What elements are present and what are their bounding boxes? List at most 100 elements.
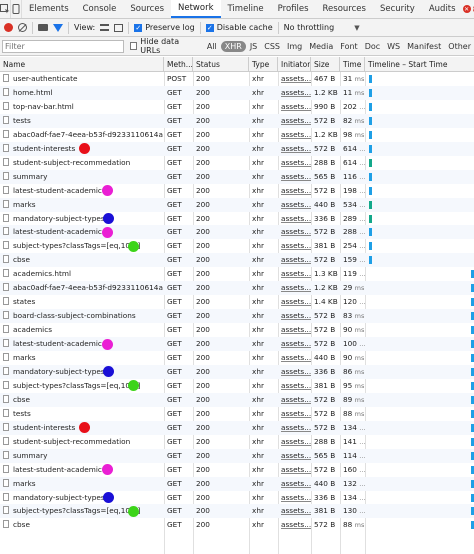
- filter-type-media[interactable]: Media: [309, 41, 334, 51]
- filter-type-css[interactable]: CSS: [264, 41, 280, 51]
- request-name[interactable]: latest-student-academic: [0, 225, 164, 239]
- table-row[interactable]: latest-student-academic GET 200 xhr assets..…: [0, 225, 474, 240]
- request-name[interactable]: latest-student-academic: [0, 463, 164, 477]
- request-initiator-link[interactable]: assets...: [281, 394, 311, 404]
- request-initiator-link[interactable]: assets...: [281, 380, 311, 390]
- request-name[interactable]: student-subject-recommedation: [0, 435, 164, 449]
- filter-type-other[interactable]: Other: [448, 41, 471, 51]
- request-name[interactable]: cbse: [0, 253, 164, 267]
- table-row[interactable]: mandatory-subject-types GET 200 xhr assets..…: [0, 364, 474, 379]
- error-counter[interactable]: ✕ 8: [462, 5, 474, 14]
- device-toggle-button[interactable]: [11, 0, 22, 18]
- filter-type-doc[interactable]: Doc: [364, 41, 381, 51]
- request-name[interactable]: cbse: [0, 393, 164, 407]
- table-row[interactable]: home.html GET 200 xhr assets... 1.2 KB 11 ms: [0, 85, 474, 100]
- request-initiator-link[interactable]: assets...: [281, 339, 311, 349]
- preserve-log-checkbox[interactable]: ✓ Preserve log: [134, 23, 195, 32]
- table-row[interactable]: academics.html GET 200 xhr assets... 1.3 KB 11…: [0, 267, 474, 281]
- filter-type-ws[interactable]: WS: [387, 41, 401, 51]
- request-initiator-link[interactable]: assets...: [281, 492, 311, 502]
- tab-network[interactable]: Network: [171, 0, 221, 18]
- request-initiator-link[interactable]: assets...: [281, 101, 311, 111]
- table-row[interactable]: mandatory-subject-types GET 200 xhr assets..…: [0, 491, 474, 505]
- request-initiator-link[interactable]: assets...: [281, 213, 311, 223]
- tab-elements[interactable]: Elements: [29, 4, 69, 14]
- capture-screenshots-icon[interactable]: [38, 24, 48, 31]
- table-row[interactable]: marks GET 200 xhr assets... 440 B 534 ...: [0, 197, 474, 212]
- throttling-select[interactable]: No throttling ▼: [284, 23, 360, 32]
- table-row[interactable]: marks GET 200 xhr assets... 440 B 132 ...: [0, 476, 474, 491]
- request-initiator-link[interactable]: assets...: [281, 115, 311, 125]
- request-name[interactable]: mandatory-subject-types: [0, 212, 164, 226]
- request-initiator-link[interactable]: assets...: [281, 311, 311, 321]
- column-header-size[interactable]: Size: [311, 57, 340, 72]
- tab-profiles[interactable]: Profiles: [277, 4, 309, 14]
- request-initiator-link[interactable]: assets...: [281, 520, 311, 530]
- request-initiator-link[interactable]: assets...: [281, 408, 311, 418]
- large-rows-icon[interactable]: [100, 24, 110, 31]
- table-row[interactable]: latest-student-academic GET 200 xhr assets..…: [0, 337, 474, 352]
- column-header-timeline[interactable]: Timeline – Start Time: [368, 60, 448, 69]
- filter-type-img[interactable]: Img: [287, 41, 303, 51]
- request-initiator-link[interactable]: assets...: [281, 255, 311, 265]
- table-row[interactable]: marks GET 200 xhr assets... 440 B 90 ms: [0, 351, 474, 365]
- table-row[interactable]: academics GET 200 xhr assets... 572 B 90 ms: [0, 323, 474, 337]
- filter-type-manifest[interactable]: Manifest: [407, 41, 442, 51]
- table-row[interactable]: subject-types?classTags=[eq,10th] GET 200 x…: [0, 504, 474, 519]
- request-name[interactable]: subject-types?classTags=[eq,10th]: [0, 379, 164, 393]
- request-initiator-link[interactable]: assets...: [281, 185, 311, 195]
- table-row[interactable]: subject-types?classTags=[eq,10th] GET 200 x…: [0, 239, 474, 253]
- request-initiator-link[interactable]: assets...: [281, 478, 311, 488]
- request-name[interactable]: mandatory-subject-types: [0, 491, 164, 505]
- filter-type-all[interactable]: All: [206, 41, 217, 51]
- filter-input[interactable]: [2, 39, 124, 53]
- table-row[interactable]: summary GET 200 xhr assets... 565 B 116 ...: [0, 169, 474, 184]
- table-row[interactable]: subject-types?classTags=[eq,10th] GET 200 x…: [0, 379, 474, 393]
- column-header-time[interactable]: Time: [340, 57, 365, 72]
- request-name[interactable]: student-interests: [0, 421, 164, 435]
- request-name[interactable]: marks: [0, 351, 164, 365]
- request-name[interactable]: board-class-subject-combinations: [0, 309, 164, 323]
- request-name[interactable]: abac0adf-fae7-4eea-b53f-d9233110614a: [0, 281, 164, 295]
- request-initiator-link[interactable]: assets...: [281, 353, 311, 362]
- column-header-method[interactable]: Meth...: [164, 57, 193, 72]
- request-initiator-link[interactable]: assets...: [281, 74, 311, 83]
- tab-timeline[interactable]: Timeline: [227, 4, 264, 14]
- request-initiator-link[interactable]: assets...: [281, 87, 311, 97]
- column-header-type[interactable]: Type: [249, 57, 278, 72]
- request-name[interactable]: academics.html: [0, 267, 164, 281]
- request-name[interactable]: states: [0, 295, 164, 309]
- request-name[interactable]: home.html: [0, 86, 164, 100]
- column-header-status[interactable]: Status: [193, 57, 249, 72]
- table-row[interactable]: student-interests GET 200 xhr assets... 572 B…: [0, 420, 474, 435]
- request-name[interactable]: academics: [0, 323, 164, 337]
- request-name[interactable]: summary: [0, 170, 164, 184]
- table-row[interactable]: top-nav-bar.html GET 200 xhr assets... 990 B 2…: [0, 100, 474, 114]
- request-initiator-link[interactable]: assets...: [281, 325, 311, 335]
- request-name[interactable]: student-interests: [0, 142, 164, 156]
- request-initiator-link[interactable]: assets...: [281, 241, 311, 251]
- request-initiator-link[interactable]: assets...: [281, 269, 311, 279]
- table-row[interactable]: states GET 200 xhr assets... 1.4 KB 120 ...: [0, 295, 474, 309]
- request-name[interactable]: latest-student-academic: [0, 184, 164, 198]
- request-name[interactable]: subject-types?classTags=[eq,10th]: [0, 239, 164, 253]
- table-row[interactable]: abac0adf-fae7-4eea-b53f-d9233110614a GET 2…: [0, 281, 474, 296]
- request-initiator-link[interactable]: assets...: [281, 227, 311, 237]
- request-name[interactable]: top-nav-bar.html: [0, 100, 164, 114]
- request-initiator-link[interactable]: assets...: [281, 283, 311, 293]
- record-button[interactable]: [4, 23, 13, 32]
- filter-icon[interactable]: [53, 23, 63, 32]
- request-initiator-link[interactable]: assets...: [281, 464, 311, 474]
- request-initiator-link[interactable]: assets...: [281, 143, 311, 153]
- tab-audits[interactable]: Audits: [428, 4, 456, 14]
- request-initiator-link[interactable]: assets...: [281, 199, 311, 209]
- clear-button[interactable]: [18, 23, 27, 32]
- column-header-name[interactable]: Name: [0, 57, 164, 72]
- request-initiator-link[interactable]: assets...: [281, 450, 311, 460]
- request-name[interactable]: student-subject-recommedation: [0, 156, 164, 170]
- table-row[interactable]: tests GET 200 xhr assets... 572 B 82 ms: [0, 113, 474, 128]
- tab-resources[interactable]: Resources: [322, 4, 366, 14]
- column-header-initiator[interactable]: Initiator: [278, 57, 311, 72]
- table-row[interactable]: student-interests GET 200 xhr assets... 572 B…: [0, 141, 474, 156]
- request-name[interactable]: cbse: [0, 518, 164, 532]
